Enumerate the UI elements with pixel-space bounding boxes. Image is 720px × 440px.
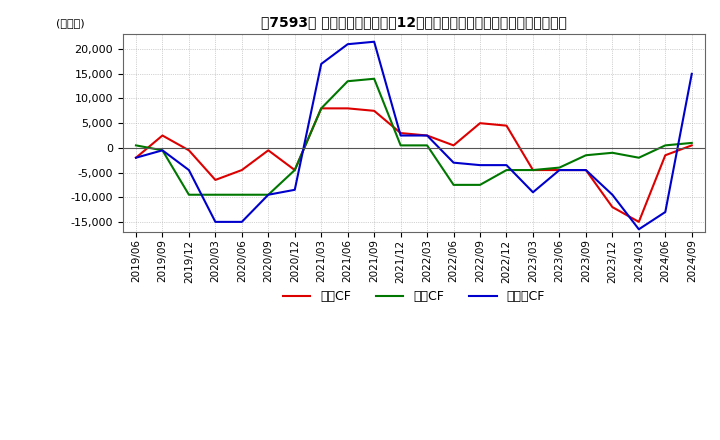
投資CF [423, 143, 431, 148]
営業CF [502, 123, 510, 128]
フリーCF [370, 39, 379, 44]
投資CF [555, 165, 564, 170]
営業CF [449, 143, 458, 148]
フリーCF [634, 227, 643, 232]
投資CF [264, 192, 273, 198]
フリーCF [608, 192, 617, 198]
Line: 投資CF: 投資CF [136, 79, 692, 195]
営業CF [264, 148, 273, 153]
フリーCF [582, 168, 590, 173]
営業CF [184, 148, 193, 153]
投資CF [502, 168, 510, 173]
営業CF [688, 143, 696, 148]
フリーCF [502, 162, 510, 168]
投資CF [476, 182, 485, 187]
営業CF [317, 106, 325, 111]
フリーCF [343, 41, 352, 47]
Line: 営業CF: 営業CF [136, 108, 692, 222]
投資CF [661, 143, 670, 148]
営業CF [634, 219, 643, 224]
営業CF [555, 168, 564, 173]
営業CF [343, 106, 352, 111]
投資CF [290, 168, 299, 173]
フリーCF [184, 168, 193, 173]
フリーCF [317, 61, 325, 66]
投資CF [184, 192, 193, 198]
投資CF [211, 192, 220, 198]
営業CF [476, 121, 485, 126]
Title: ［7593］ キャッシュフローの12か月移動合計の対前年同期増減額の推移: ［7593］ キャッシュフローの12か月移動合計の対前年同期増減額の推移 [261, 15, 567, 29]
営業CF [238, 168, 246, 173]
フリーCF [555, 168, 564, 173]
投資CF [132, 143, 140, 148]
営業CF [423, 133, 431, 138]
営業CF [396, 130, 405, 136]
営業CF [528, 168, 537, 173]
フリーCF [158, 148, 167, 153]
Line: フリーCF: フリーCF [136, 42, 692, 229]
営業CF [211, 177, 220, 183]
投資CF [158, 148, 167, 153]
投資CF [370, 76, 379, 81]
フリーCF [238, 219, 246, 224]
投資CF [396, 143, 405, 148]
Legend: 営業CF, 投資CF, フリーCF: 営業CF, 投資CF, フリーCF [277, 286, 550, 308]
営業CF [290, 168, 299, 173]
フリーCF [211, 219, 220, 224]
フリーCF [396, 133, 405, 138]
投資CF [449, 182, 458, 187]
営業CF [158, 133, 167, 138]
フリーCF [688, 71, 696, 77]
フリーCF [423, 133, 431, 138]
投資CF [238, 192, 246, 198]
営業CF [370, 108, 379, 114]
フリーCF [290, 187, 299, 192]
フリーCF [449, 160, 458, 165]
投資CF [608, 150, 617, 155]
フリーCF [132, 155, 140, 160]
投資CF [582, 153, 590, 158]
Y-axis label: (百万円): (百万円) [56, 18, 85, 29]
投資CF [343, 79, 352, 84]
投資CF [317, 106, 325, 111]
フリーCF [476, 162, 485, 168]
営業CF [608, 205, 617, 210]
フリーCF [528, 190, 537, 195]
投資CF [634, 155, 643, 160]
フリーCF [661, 209, 670, 215]
フリーCF [264, 192, 273, 198]
営業CF [582, 168, 590, 173]
投資CF [688, 140, 696, 146]
営業CF [661, 153, 670, 158]
投資CF [528, 168, 537, 173]
営業CF [132, 155, 140, 160]
